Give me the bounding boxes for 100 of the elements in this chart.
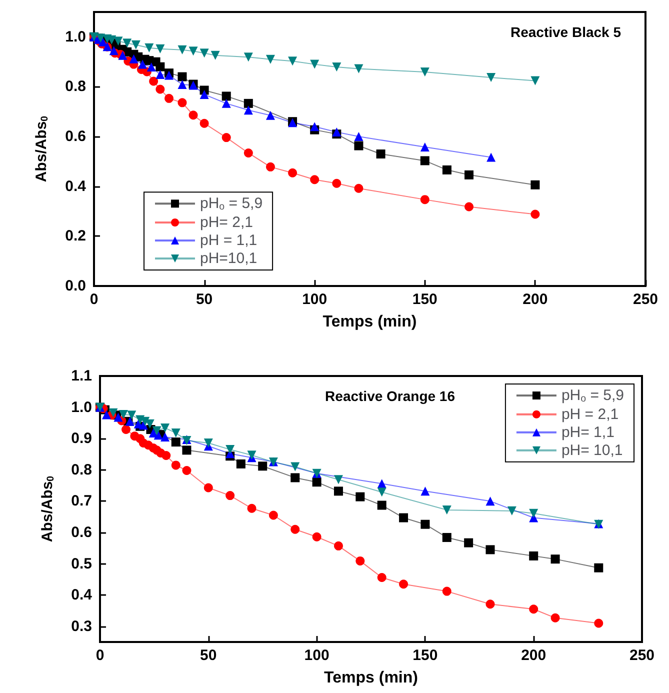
y-axis-title: Abs/Abs0 xyxy=(33,115,50,182)
point xyxy=(594,618,604,628)
point xyxy=(204,483,213,492)
x-axis-title: Temps (min) xyxy=(322,314,417,330)
point xyxy=(354,141,364,150)
point xyxy=(420,68,430,77)
point xyxy=(178,45,187,54)
point xyxy=(376,149,386,158)
y-tick-label: 1.1 xyxy=(71,368,92,384)
point xyxy=(109,46,118,56)
point xyxy=(486,600,495,609)
point xyxy=(200,90,209,99)
x-axis-title: Temps (min) xyxy=(324,670,418,686)
legend-label: pHo = 5,9 xyxy=(200,195,263,212)
point xyxy=(226,445,235,454)
point xyxy=(530,180,540,190)
x-tick-label: 200 xyxy=(521,647,546,664)
point xyxy=(332,178,342,188)
y-tick-label: 0.7 xyxy=(71,492,92,510)
point xyxy=(529,508,538,518)
point xyxy=(164,94,174,103)
point xyxy=(156,62,165,72)
y-tick-label: 1.0 xyxy=(71,398,92,416)
point xyxy=(464,170,474,180)
legend-label: pH = 1,1 xyxy=(200,232,258,249)
legend-label: pH = 2,1 xyxy=(561,406,619,423)
point xyxy=(266,54,275,64)
point xyxy=(102,410,112,420)
y-tick-label: 0.5 xyxy=(71,555,92,572)
point xyxy=(420,156,430,166)
point xyxy=(442,532,452,542)
point xyxy=(310,175,320,184)
point xyxy=(200,48,209,58)
point xyxy=(594,563,604,572)
point xyxy=(247,450,256,460)
x-tick-label: 50 xyxy=(200,647,217,664)
point xyxy=(354,64,364,74)
point xyxy=(399,513,408,522)
point xyxy=(377,488,386,497)
x-tick-label: 250 xyxy=(629,647,655,664)
x-tick-label: 0 xyxy=(90,291,98,308)
point xyxy=(310,60,320,69)
point xyxy=(399,580,408,589)
point xyxy=(377,500,386,510)
point xyxy=(156,84,165,94)
point xyxy=(222,133,231,142)
point xyxy=(144,43,154,52)
point xyxy=(288,56,298,66)
point xyxy=(420,195,430,204)
text: Reactive Orange 16 xyxy=(325,388,456,404)
point xyxy=(138,60,148,69)
y-tick-label: 0.8 xyxy=(71,461,92,478)
x-tick-label: 0 xyxy=(96,647,104,664)
point xyxy=(288,168,298,178)
point xyxy=(156,70,165,80)
y-tick-label: 0.6 xyxy=(71,524,92,541)
y-axis-title: Abs/Abs0 xyxy=(39,475,56,542)
point xyxy=(156,44,165,54)
point xyxy=(146,62,156,72)
point xyxy=(420,520,430,529)
x-tick-label: 200 xyxy=(522,291,548,308)
point xyxy=(312,478,322,487)
point xyxy=(127,410,136,420)
point xyxy=(122,425,131,434)
legend-label: pH=10,1 xyxy=(200,250,258,267)
legend-label: pH= 2,1 xyxy=(200,214,253,231)
point xyxy=(290,524,300,534)
point xyxy=(486,496,495,506)
point xyxy=(258,462,268,471)
point xyxy=(550,554,560,564)
x-tick-label: 50 xyxy=(196,291,213,308)
point xyxy=(266,162,275,172)
x-tick-label: 100 xyxy=(302,291,328,308)
point xyxy=(464,202,474,212)
point xyxy=(442,165,452,174)
point xyxy=(160,432,170,442)
point xyxy=(310,122,320,132)
x-tick-label: 150 xyxy=(412,291,438,308)
point xyxy=(486,545,495,554)
point xyxy=(464,538,474,548)
point xyxy=(420,142,430,152)
point xyxy=(244,52,253,62)
legend-label: pHo = 5,9 xyxy=(561,387,624,404)
point xyxy=(222,98,231,108)
point xyxy=(354,184,364,193)
point xyxy=(377,573,386,582)
point xyxy=(108,408,118,418)
point xyxy=(442,586,452,596)
point xyxy=(236,459,246,468)
point xyxy=(290,473,300,482)
legend-label: pH= 10,1 xyxy=(561,442,623,459)
y-tick-label: 0.4 xyxy=(65,178,87,195)
point xyxy=(332,62,342,72)
point xyxy=(354,132,364,142)
point xyxy=(244,148,253,158)
point xyxy=(188,110,198,120)
point xyxy=(530,210,540,219)
point xyxy=(530,76,540,86)
point xyxy=(178,98,187,108)
point xyxy=(356,492,365,502)
